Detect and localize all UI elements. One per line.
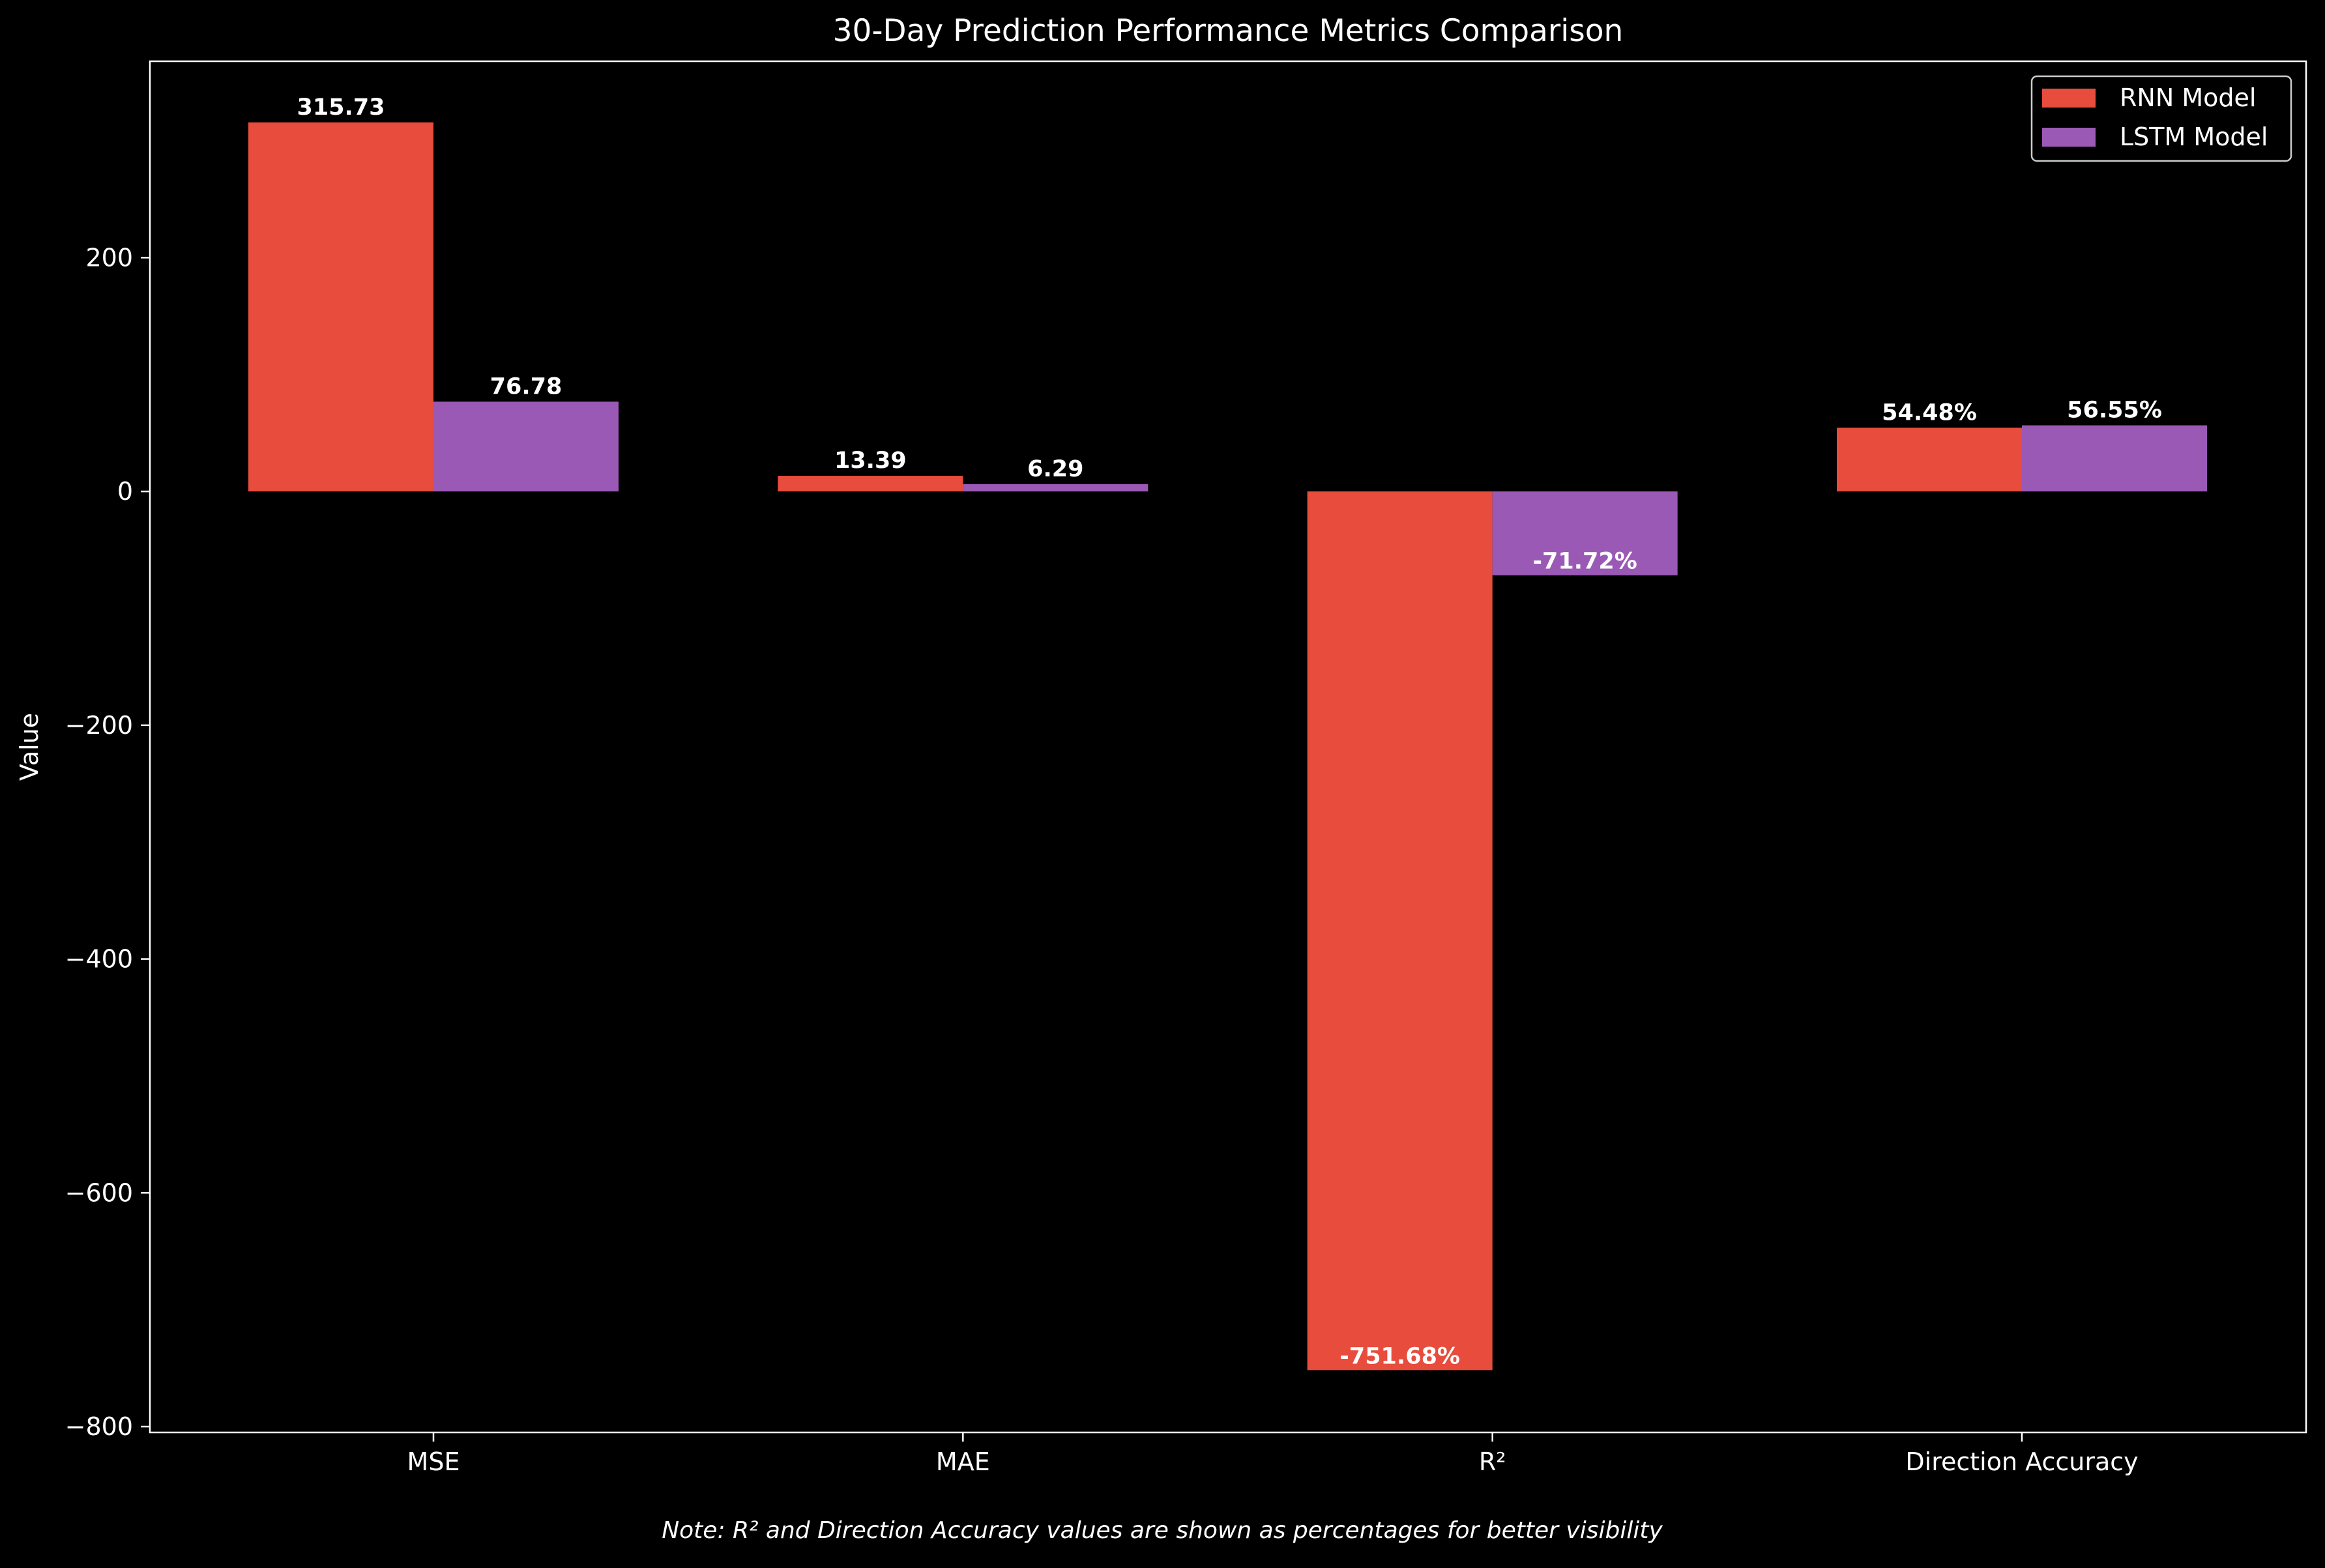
y-tick-label: −400 — [65, 945, 133, 974]
bar-rnn-model-mse — [248, 122, 433, 492]
bar-lstm-model-r- — [1492, 491, 1678, 575]
axes-layer: 200 0 −200 −400 −600 −800 MSE MAE R² Direction Ac… — [65, 60, 2307, 1476]
legend-label: LSTM Model — [2120, 123, 2268, 151]
x-tick-label: Direction Accuracy — [1905, 1447, 2138, 1476]
bars-layer — [248, 122, 2207, 1371]
value-label: 13.39 — [834, 448, 907, 474]
x-tick-label: MSE — [407, 1447, 460, 1476]
bar-rnn-model-direction-accuracy — [1837, 428, 2022, 492]
legend-label: RNN Model — [2120, 83, 2256, 112]
value-label: 56.55% — [2067, 398, 2162, 424]
bar-lstm-model-mse — [433, 401, 619, 492]
value-label: -751.68% — [1339, 1343, 1460, 1369]
legend: RNN Model LSTM Model — [2030, 75, 2292, 162]
value-label: -71.72% — [1533, 549, 1637, 575]
bar-lstm-model-direction-accuracy — [2022, 425, 2207, 492]
value-label: 315.73 — [297, 94, 385, 121]
footnote: Note: R² and Direction Accuracy values a… — [662, 1517, 1663, 1544]
value-label: 6.29 — [1027, 456, 1083, 482]
bar-lstm-model-mae — [963, 484, 1148, 492]
y-axis-label: Value — [15, 713, 44, 781]
y-tick-label: −200 — [65, 711, 133, 740]
chart-title: 30-Day Prediction Performance Metrics Co… — [833, 13, 1624, 49]
y-tick-label: 0 — [117, 477, 133, 506]
x-tick-label: R² — [1479, 1447, 1506, 1476]
y-tick-label: −800 — [65, 1412, 133, 1441]
x-tick-label: MAE — [936, 1447, 990, 1476]
plot-frame — [149, 60, 2307, 1434]
value-label: 76.78 — [490, 373, 563, 399]
y-tick-label: −600 — [65, 1178, 133, 1207]
legend-swatch — [2042, 128, 2096, 147]
legend-box — [2030, 75, 2292, 162]
value-labels-layer: 315.73 13.39 -751.68% 54.48% 76.78 6.29 -71.72… — [297, 94, 2161, 1370]
bar-rnn-model-mae — [778, 476, 963, 492]
value-label: 54.48% — [1882, 399, 1977, 426]
legend-swatch — [2042, 89, 2096, 108]
bar-rnn-model-r- — [1307, 491, 1493, 1371]
y-tick-label: 200 — [85, 243, 133, 272]
